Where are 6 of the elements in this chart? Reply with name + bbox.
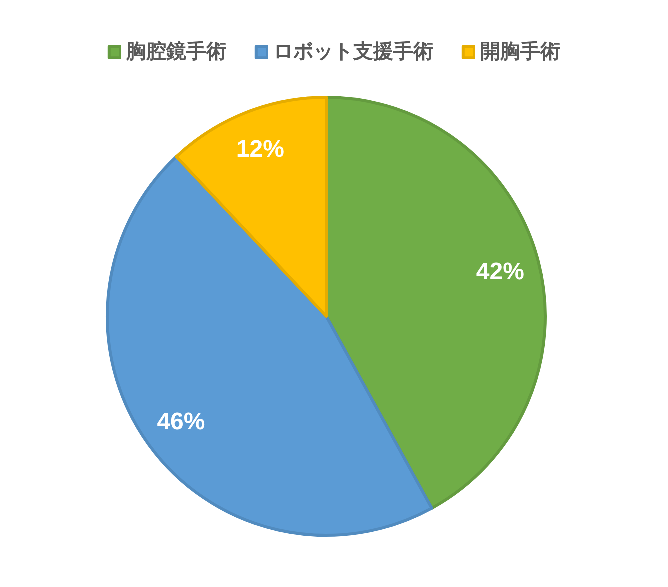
legend-label: 開胸手術 [480, 38, 560, 65]
legend-label: 胸腔鏡手術 [126, 38, 226, 65]
data-label: 12% [236, 136, 284, 164]
data-label: 46% [157, 408, 206, 436]
legend-label: ロボット支援手術 [274, 38, 434, 65]
data-label: 42% [476, 258, 524, 286]
